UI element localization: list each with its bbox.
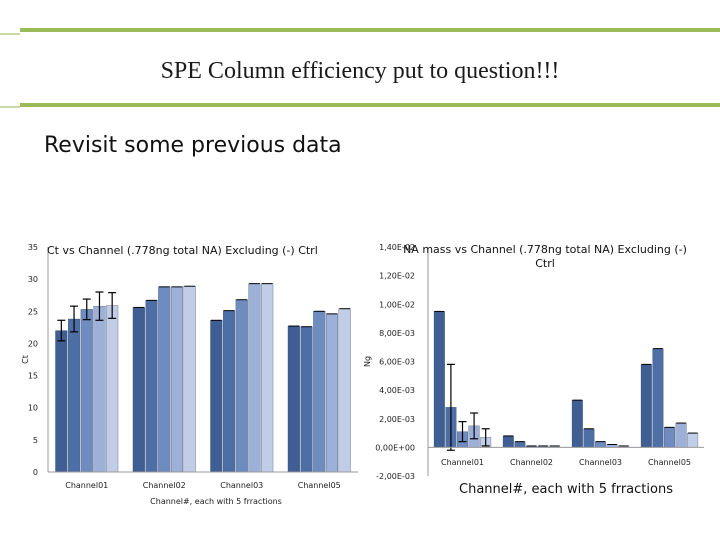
bar bbox=[433, 311, 445, 448]
y-tick-label: 25 bbox=[28, 307, 38, 316]
y-tick-label: 1,40E-02 bbox=[379, 243, 415, 252]
y-tick-label: 20 bbox=[28, 339, 38, 348]
x-axis-label: Channel#, each with 5 frractions bbox=[459, 482, 673, 497]
bar bbox=[675, 422, 687, 448]
x-tick-label: Channel01 bbox=[65, 481, 108, 490]
x-tick-label: Channel03 bbox=[220, 481, 263, 490]
x-axis-label: Channel#, each with 5 frractions bbox=[150, 497, 282, 506]
y-tick-label: -2,00E-03 bbox=[376, 472, 415, 481]
chart-title: NA mass vs Channel (.778ng total NA) Exc… bbox=[403, 243, 687, 256]
y-tick-label: 10 bbox=[28, 404, 38, 413]
bar bbox=[583, 428, 595, 448]
chart-title: Ctrl bbox=[535, 257, 555, 270]
y-tick-label: 2,00E-03 bbox=[379, 415, 415, 424]
x-tick-label: Channel02 bbox=[143, 481, 186, 490]
y-tick-label: 35 bbox=[28, 243, 38, 252]
y-tick-label: 0,00E+00 bbox=[375, 443, 415, 452]
y-tick-label: 30 bbox=[28, 275, 38, 284]
bottom-accent-rule bbox=[20, 103, 720, 107]
bar bbox=[664, 427, 675, 448]
bar bbox=[595, 441, 606, 448]
y-tick-label: 0 bbox=[33, 468, 38, 477]
top-accent-rule-shadow bbox=[0, 33, 20, 35]
bottom-accent-rule-shadow bbox=[0, 106, 20, 108]
slide-subtitle: Revisit some previous data bbox=[44, 133, 342, 158]
bar bbox=[687, 432, 699, 448]
bar bbox=[502, 435, 514, 448]
x-tick-label: Channel05 bbox=[298, 481, 341, 490]
y-tick-label: 15 bbox=[28, 372, 38, 381]
top-accent-rule bbox=[20, 28, 720, 32]
y-axis-label: Ct bbox=[21, 355, 30, 364]
y-axis-label: Ng bbox=[363, 356, 372, 367]
y-tick-label: 1,00E-02 bbox=[379, 300, 415, 309]
x-tick-label: Channel01 bbox=[441, 458, 484, 467]
x-tick-label: Channel03 bbox=[579, 458, 622, 467]
y-tick-label: 8,00E-03 bbox=[379, 329, 415, 338]
chart-title: Ct vs Channel (.778ng total NA) Excludin… bbox=[47, 244, 318, 257]
bar bbox=[652, 348, 664, 448]
bar bbox=[640, 364, 652, 448]
x-tick-label: Channel02 bbox=[510, 458, 553, 467]
bar bbox=[514, 441, 526, 448]
y-tick-label: 5 bbox=[33, 436, 38, 445]
slide-title: SPE Column efficiency put to question!!! bbox=[160, 58, 560, 84]
y-tick-label: 1,20E-02 bbox=[379, 272, 415, 281]
x-tick-label: Channel05 bbox=[648, 458, 691, 467]
y-tick-label: 6,00E-03 bbox=[379, 358, 415, 367]
y-tick-label: 4,00E-03 bbox=[379, 386, 415, 395]
bar bbox=[571, 399, 583, 448]
